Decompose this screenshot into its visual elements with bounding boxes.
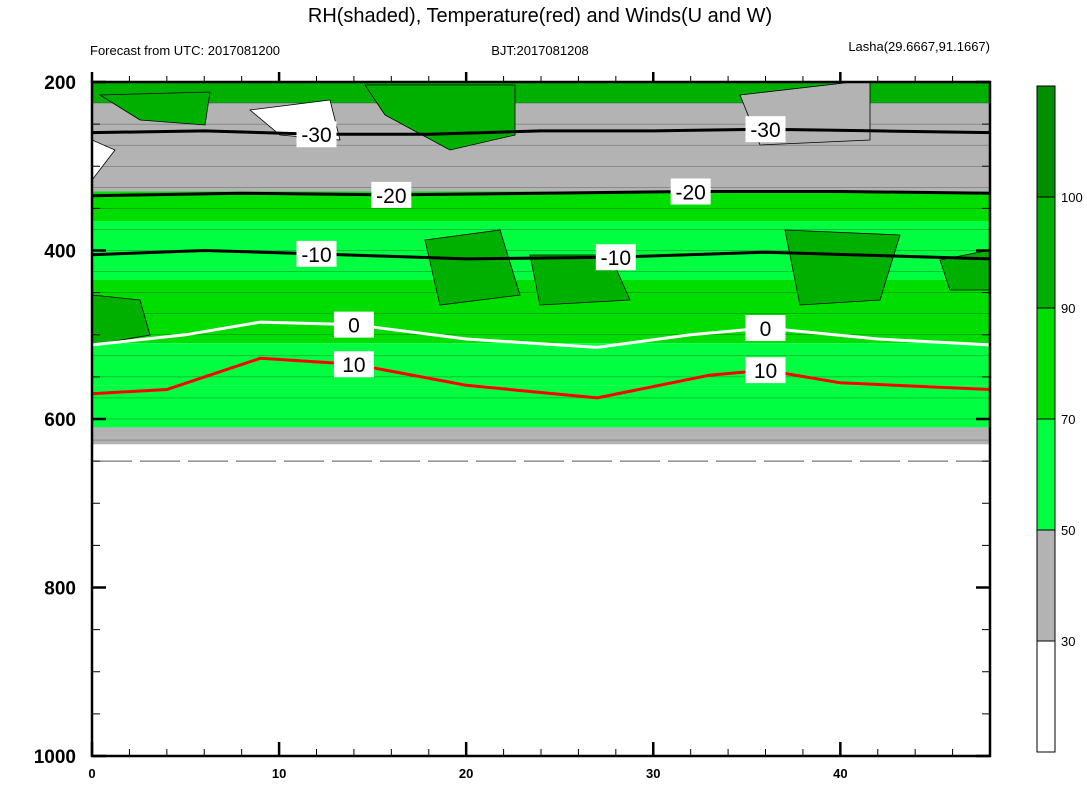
rh-band bbox=[92, 343, 990, 386]
contour-label: -20 bbox=[376, 185, 406, 208]
colorbar-label: 30 bbox=[1061, 634, 1075, 649]
colorbar-box bbox=[1036, 640, 1056, 753]
rh-patch bbox=[92, 294, 151, 346]
contour-label: -10 bbox=[601, 247, 631, 270]
y-tick-label: 1000 bbox=[34, 747, 76, 768]
colorbar-label: 90 bbox=[1061, 301, 1075, 316]
below-ground-area bbox=[92, 461, 990, 756]
temperature-contour-line bbox=[92, 248, 990, 261]
contour-label: -20 bbox=[675, 182, 705, 205]
temperature-contour-line bbox=[92, 320, 990, 349]
rh-patches bbox=[92, 82, 990, 346]
rh-patch bbox=[98, 91, 211, 126]
contour-label: 0 bbox=[760, 318, 772, 341]
contour-label: 0 bbox=[348, 315, 360, 338]
y-tick-label: 600 bbox=[44, 410, 76, 431]
colorbar-box bbox=[1036, 196, 1056, 309]
contour-label: 10 bbox=[342, 354, 365, 377]
contour-label: -30 bbox=[750, 119, 780, 142]
x-tick-label: 20 bbox=[459, 766, 473, 781]
x-tick-label: 40 bbox=[833, 766, 847, 781]
colorbar-label: 70 bbox=[1061, 412, 1075, 427]
contour-label: -10 bbox=[301, 244, 331, 267]
contour-label-box bbox=[371, 181, 412, 208]
contour-label-box bbox=[333, 311, 374, 338]
x-tick-label: 30 bbox=[646, 766, 660, 781]
y-tick-label: 400 bbox=[44, 242, 76, 263]
bjt-subtitle: BJT:2017081208 bbox=[491, 43, 589, 58]
temperature-contour-line bbox=[92, 127, 990, 136]
contour-label: 10 bbox=[754, 360, 777, 383]
temperature-contours bbox=[92, 127, 990, 400]
colorbar: 30 50 70 90 100 bbox=[1036, 85, 1083, 753]
y-tick-label: 200 bbox=[44, 73, 76, 94]
rh-patch bbox=[784, 229, 901, 306]
contour-label-box bbox=[333, 351, 374, 378]
pressure-gridlines bbox=[92, 102, 990, 441]
rh-band bbox=[92, 427, 990, 445]
temperature-contour-line bbox=[92, 356, 990, 400]
x-tick-label: 10 bbox=[272, 766, 286, 781]
colorbar-box bbox=[1036, 529, 1056, 642]
plot-area: -30 -30 -20 -20 -10 -10 0 0 10 10 bbox=[90, 80, 992, 758]
contour-label: -30 bbox=[301, 124, 331, 147]
station-subtitle: Lasha(29.6667,91.1667) bbox=[848, 39, 990, 54]
forecast-subtitle: Forecast from UTC: 2017081200 bbox=[90, 43, 280, 58]
contour-labels: -30 -30 -20 -20 -10 -10 0 0 10 10 bbox=[296, 116, 786, 384]
contour-label-box bbox=[595, 244, 636, 271]
colorbar-label: 50 bbox=[1061, 523, 1075, 538]
rh-patch bbox=[92, 139, 116, 181]
contour-label-box bbox=[296, 121, 337, 148]
contour-label-box bbox=[745, 315, 786, 342]
temperature-contour-line bbox=[92, 190, 990, 198]
colorbar-box bbox=[1036, 418, 1056, 531]
contour-label-box bbox=[670, 178, 711, 205]
colorbar-box bbox=[1036, 307, 1056, 420]
chart-title: RH(shaded), Temperature(red) and Winds(U… bbox=[308, 5, 772, 27]
colorbar-box bbox=[1036, 85, 1056, 198]
rh-band bbox=[92, 191, 990, 222]
below-ground-mask bbox=[92, 460, 990, 756]
y-tick-label: 800 bbox=[44, 579, 76, 600]
contour-label-box bbox=[296, 240, 337, 267]
colorbar-label: 100 bbox=[1061, 190, 1083, 205]
contour-label-box bbox=[745, 116, 786, 143]
contour-label-box bbox=[745, 357, 786, 384]
x-tick-label: 0 bbox=[88, 766, 95, 781]
rh-patch bbox=[424, 229, 521, 306]
